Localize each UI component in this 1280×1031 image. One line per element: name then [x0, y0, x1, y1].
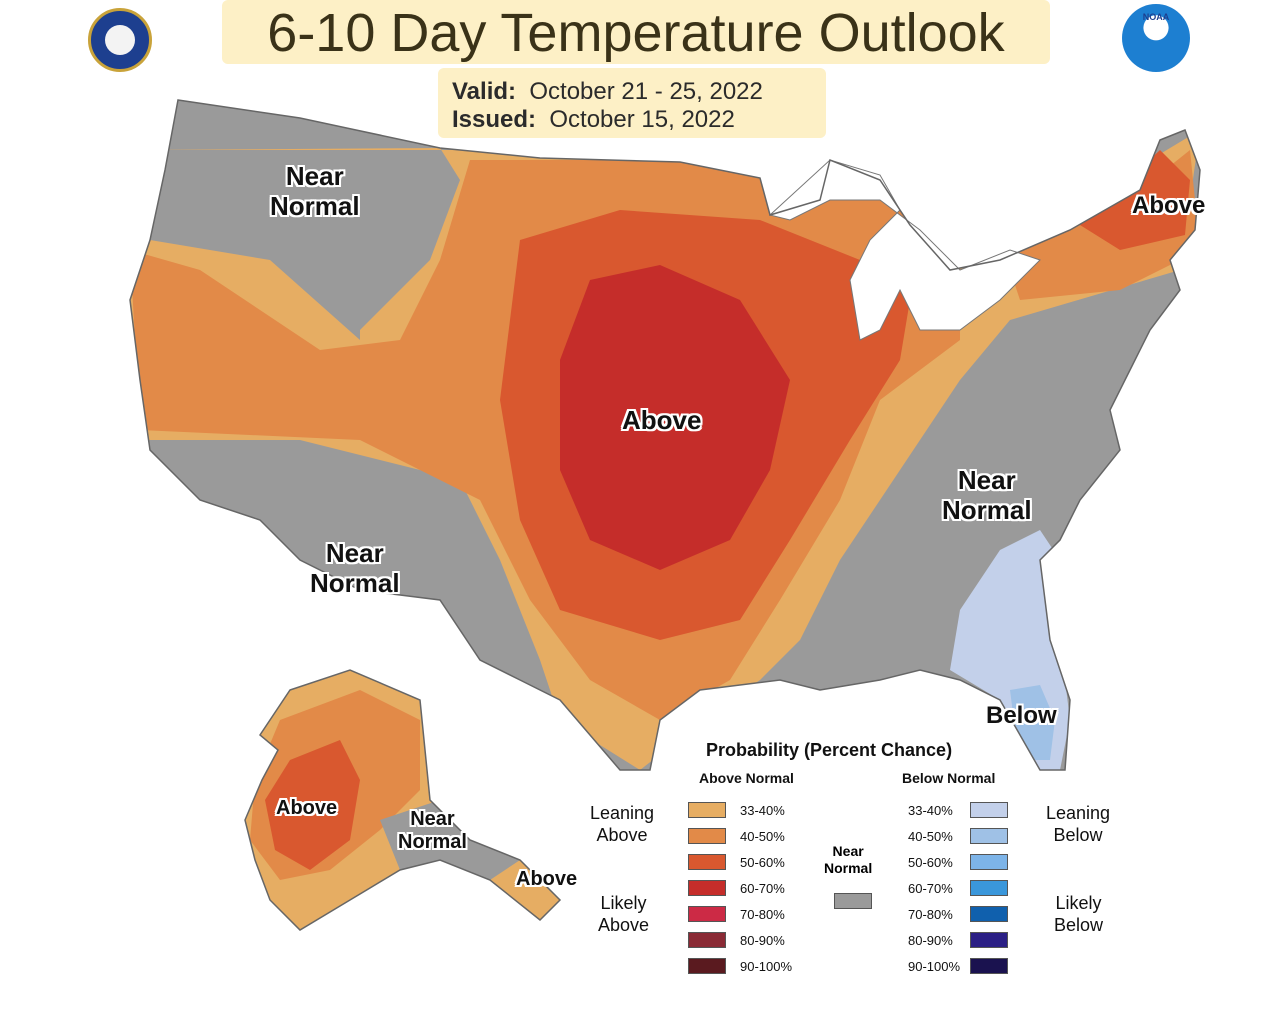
legend-above-range-label: 40-50% [740, 829, 785, 844]
legend-above-range-label: 60-70% [740, 881, 785, 896]
region-label-se-near-normal: Near Normal [942, 465, 1032, 525]
region-label-ak-near-normal: Near Normal [398, 808, 467, 853]
legend-above-row: 70-80% [0, 905, 1280, 925]
legend-below-row: 60-70% [0, 879, 1280, 899]
legend-below-range-label: 90-100% [908, 959, 961, 974]
legend-below-swatch [970, 932, 1008, 948]
region-label-central-above: Above [622, 405, 702, 435]
legend-below-row: 70-80% [0, 905, 1280, 925]
valid-line: Valid: October 21 - 25, 2022 [452, 78, 763, 106]
legend-below-row: 90-100% [0, 957, 1280, 977]
legend-above-range-label: 90-100% [740, 959, 793, 974]
legend-above-swatch [688, 828, 726, 844]
legend-above-row: 33-40% [0, 801, 1280, 821]
legend-above-row: 60-70% [0, 879, 1280, 899]
legend-above-row: 90-100% [0, 957, 1280, 977]
legend-above-swatch [688, 932, 726, 948]
region-label-ne-above: Above [1132, 192, 1206, 219]
legend-above-range-label: 50-60% [740, 855, 785, 870]
legend-near-normal-swatch [834, 893, 872, 909]
legend-above-range-label: 70-80% [740, 907, 785, 922]
legend-below-range-label: 33-40% [908, 803, 953, 818]
valid-label: Valid: [452, 78, 517, 105]
legend-above-swatch [688, 906, 726, 922]
issued-label: Issued: [452, 106, 537, 133]
legend-below-swatch [970, 802, 1008, 818]
dates-background [438, 68, 826, 138]
title-background [222, 0, 1050, 64]
legend-above-heading: Above Normal [699, 770, 794, 786]
legend-above-range-label: 80-90% [740, 933, 785, 948]
legend-above-row: 80-90% [0, 931, 1280, 951]
legend-leaning-below: Leaning Below [1046, 803, 1111, 845]
legend-below-heading: Below Normal [902, 770, 996, 786]
noaa-logo-icon: NOAA [1122, 4, 1190, 72]
legend-below-row: 33-40% [0, 801, 1280, 821]
legend-title: Probability (Percent Chance) [706, 740, 953, 760]
issued-line: Issued: October 15, 2022 [452, 106, 735, 134]
page-title: 6-10 Day Temperature Outlook [267, 3, 1005, 63]
legend-leaning-above: Leaning Above [590, 803, 655, 845]
legend-below-range-label: 60-70% [908, 881, 953, 896]
legend-below-swatch [970, 880, 1008, 896]
legend-above-swatch [688, 802, 726, 818]
legend-above-range-label: 33-40% [740, 803, 785, 818]
legend-below-range-label: 80-90% [908, 933, 953, 948]
legend-below-row: 50-60% [0, 853, 1280, 873]
legend-below-range-label: 40-50% [908, 829, 953, 844]
legend-below-swatch [970, 958, 1008, 974]
region-label-sw-near-normal: Near Normal [310, 538, 400, 598]
legend-below-swatch [970, 854, 1008, 870]
doc-seal-icon [88, 8, 152, 72]
legend-below-row: 40-50% [0, 827, 1280, 847]
region-label-fl-below: Below [986, 702, 1057, 729]
region-label-nw-near-normal: Near Normal [270, 161, 360, 221]
legend-below-range-label: 50-60% [908, 855, 953, 870]
region-label-ak-above: Above [276, 797, 338, 819]
region-label-ak-panhandle-above: Above [516, 868, 578, 890]
legend-near-normal-label: Near Normal [824, 843, 873, 876]
legend-above-row: 40-50% [0, 827, 1280, 847]
legend-below-range-label: 70-80% [908, 907, 953, 922]
legend-above-swatch [688, 958, 726, 974]
issued-date: October 15, 2022 [549, 106, 735, 133]
legend-likely-above: Likely Above [598, 893, 650, 935]
legend-above-row: 50-60% [0, 853, 1280, 873]
legend-likely-below: Likely Below [1054, 893, 1104, 935]
legend-above-swatch [688, 854, 726, 870]
valid-dates: October 21 - 25, 2022 [529, 78, 763, 105]
legend-below-swatch [970, 828, 1008, 844]
legend-below-row: 80-90% [0, 931, 1280, 951]
legend-above-swatch [688, 880, 726, 896]
legend-below-swatch [970, 906, 1008, 922]
